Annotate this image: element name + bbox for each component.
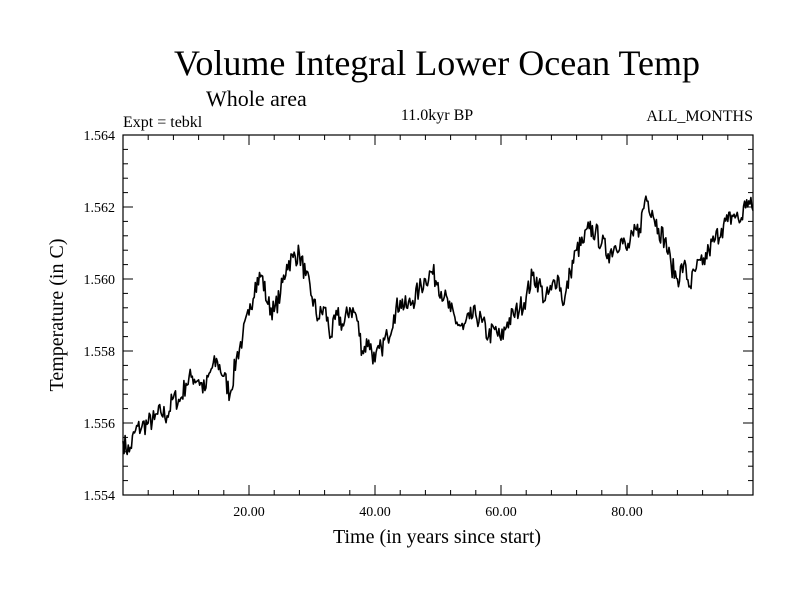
chart-title: Volume Integral Lower Ocean Temp bbox=[174, 43, 700, 83]
x-axis: 20.00 40.00 60.00 80.00 bbox=[147, 135, 729, 520]
temperature-series-line bbox=[122, 195, 754, 456]
y-tick-label: 1.560 bbox=[84, 273, 116, 288]
y-tick-label: 1.558 bbox=[84, 345, 116, 360]
x-tick-label: 60.00 bbox=[485, 505, 517, 520]
y-tick-label: 1.562 bbox=[84, 201, 116, 216]
y-tick-label: 1.564 bbox=[84, 129, 116, 144]
plot-frame bbox=[122, 134, 754, 496]
x-tick-label: 20.00 bbox=[233, 505, 265, 520]
x-tick-label: 80.00 bbox=[611, 505, 643, 520]
chart-subtitle: Whole area bbox=[206, 86, 307, 111]
y-tick-label: 1.554 bbox=[84, 489, 116, 504]
period-label: 11.0kyr BP bbox=[401, 107, 473, 124]
x-tick-label: 40.00 bbox=[359, 505, 391, 520]
y-axis: 1.554 1.556 1.558 1.560 1.562 1.564 bbox=[84, 129, 753, 504]
experiment-label: Expt = tebkl bbox=[123, 114, 203, 131]
x-axis-label: Time (in years since start) bbox=[333, 526, 541, 548]
y-axis-label: Temperature (in C) bbox=[46, 239, 68, 392]
y-tick-label: 1.556 bbox=[84, 417, 116, 432]
months-label: ALL_MONTHS bbox=[646, 108, 753, 125]
